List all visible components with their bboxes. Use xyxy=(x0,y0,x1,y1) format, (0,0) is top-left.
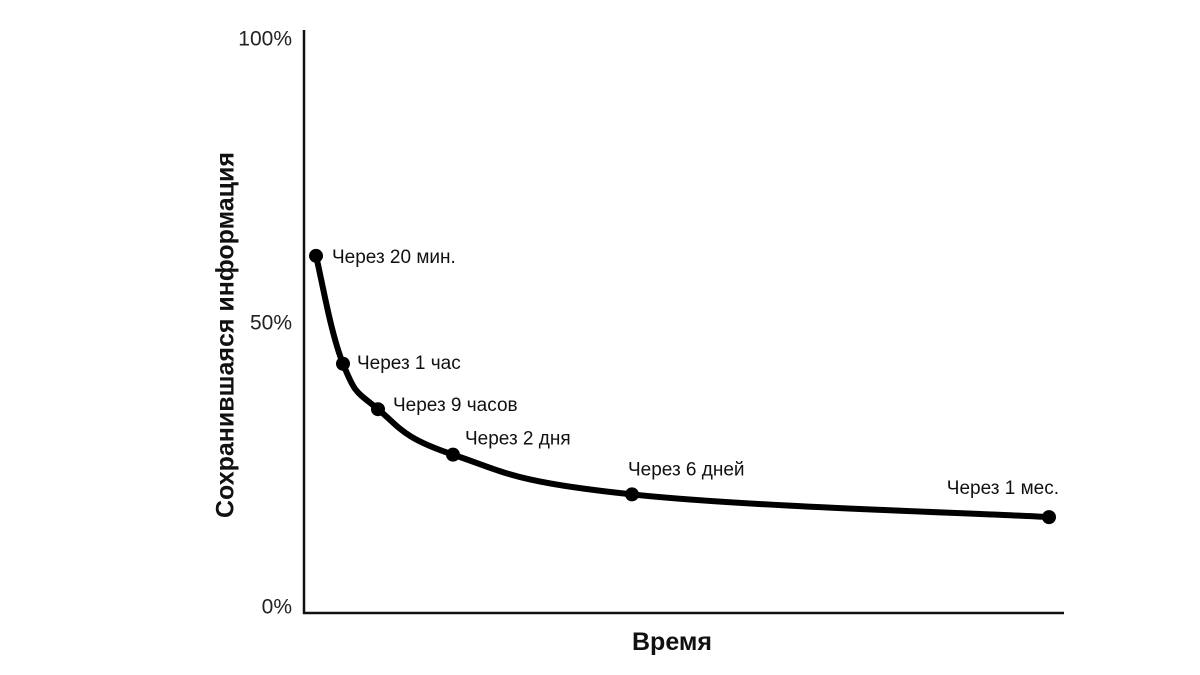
data-point-marker xyxy=(371,402,385,417)
y-tick-labels: 0% 50% 100% xyxy=(238,28,292,619)
x-axis-title: Время xyxy=(632,628,712,656)
y-tick-label: 50% xyxy=(250,312,292,335)
data-point-marker xyxy=(625,487,639,502)
data-point-label: Через 6 дней xyxy=(628,459,745,480)
data-point-label: Через 2 дня xyxy=(465,429,571,450)
data-point-label: Через 1 час xyxy=(357,353,461,374)
data-point-marker xyxy=(446,447,460,462)
axes xyxy=(302,30,1064,615)
data-point-marker xyxy=(1042,510,1056,525)
data-point-marker xyxy=(309,248,323,263)
data-point-label: Через 20 мин. xyxy=(332,247,456,268)
y-axis-title: Сохранившаяся информация xyxy=(212,152,240,518)
data-point-marker xyxy=(336,356,350,371)
y-tick-label: 100% xyxy=(238,28,292,51)
data-points: Через 20 мин. Через 1 час Через 9 часов Чер… xyxy=(309,247,1059,525)
y-tick-label: 0% xyxy=(262,596,292,619)
data-point-label: Через 9 часов xyxy=(393,395,518,416)
data-point-label: Через 1 мес. xyxy=(947,478,1059,499)
